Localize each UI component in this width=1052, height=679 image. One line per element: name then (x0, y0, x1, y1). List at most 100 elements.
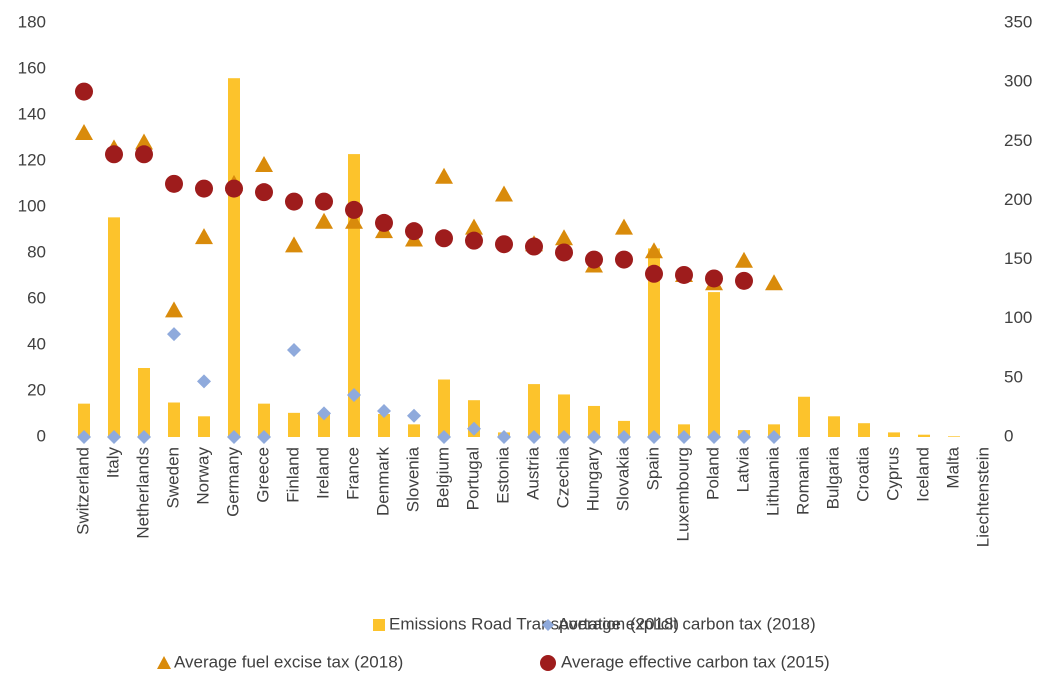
y-tick-label: 20 (27, 380, 46, 399)
x-tick-label: Belgium (433, 447, 452, 508)
y2-tick-label: 0 (1004, 426, 1013, 445)
y2-tick-label: 200 (1004, 190, 1032, 209)
x-tick-label: Finland (283, 447, 302, 503)
bar (228, 78, 240, 437)
legend-label: Emissions Road Transportation (2018) (389, 614, 679, 633)
x-tick-label: Portugal (463, 447, 482, 510)
marker-circle (675, 265, 693, 284)
y2-tick-label: 100 (1004, 308, 1032, 327)
x-tick-label: Ireland (313, 447, 332, 499)
marker-triangle (765, 274, 783, 291)
x-tick-label: Luxembourg (673, 447, 692, 542)
marker-diamond (227, 430, 241, 444)
x-tick-label: Hungary (583, 447, 602, 512)
bar (558, 394, 570, 437)
bar (138, 368, 150, 437)
legend-label: Average fuel excise tax (2018) (174, 652, 403, 671)
bar (258, 403, 270, 437)
bar (858, 423, 870, 437)
marker-diamond (377, 403, 391, 418)
x-tick-label: Iceland (913, 447, 932, 502)
bar (378, 414, 390, 437)
y-tick-label: 100 (18, 196, 46, 215)
bar (78, 403, 90, 437)
marker-diamond (677, 430, 691, 444)
x-tick-label: Norway (193, 447, 212, 505)
marker-circle (495, 235, 513, 254)
marker-circle (135, 145, 153, 164)
marker-triangle (195, 228, 213, 245)
x-tick-label: Netherlands (133, 447, 152, 539)
marker-circle (585, 250, 603, 269)
x-tick-label: Croatia (853, 446, 872, 501)
marker-triangle (735, 251, 753, 268)
bar (108, 217, 120, 437)
x-tick-label: Denmark (373, 447, 392, 516)
marker-diamond (197, 374, 211, 389)
legend-swatch (373, 619, 385, 631)
y2-tick-label: 50 (1004, 367, 1023, 386)
legend-label: Average effective carbon tax (2015) (561, 652, 830, 671)
marker-triangle (135, 133, 153, 150)
bar (408, 424, 420, 437)
x-tick-label: Romania (793, 446, 812, 515)
bar (648, 248, 660, 437)
marker-circle (705, 269, 723, 288)
marker-circle (615, 250, 633, 269)
marker-diamond (137, 430, 151, 444)
marker-circle (525, 237, 543, 256)
marker-circle (465, 231, 483, 250)
marker-triangle (75, 124, 93, 141)
bar (198, 416, 210, 437)
marker-diamond (467, 421, 481, 436)
y-tick-label: 140 (18, 104, 46, 123)
marker-triangle (285, 236, 303, 253)
bar (888, 432, 900, 437)
y-tick-label: 60 (27, 288, 46, 307)
marker-diamond (587, 430, 601, 444)
x-tick-label: Germany (223, 447, 242, 517)
marker-diamond (527, 430, 541, 444)
marker-diamond (767, 430, 781, 444)
legend-swatch (542, 619, 554, 631)
x-tick-label: Slovakia (613, 446, 632, 511)
marker-circle (735, 271, 753, 290)
marker-triangle (315, 212, 333, 229)
legend-label: Average explicit carbon tax (2018) (558, 614, 816, 633)
bar (708, 292, 720, 437)
x-tick-label: Poland (703, 447, 722, 500)
marker-diamond (107, 430, 121, 444)
x-tick-label: Lithuania (763, 446, 782, 516)
marker-diamond (77, 430, 91, 444)
y-tick-label: 120 (18, 150, 46, 169)
x-tick-label: Italy (103, 447, 122, 479)
marker-triangle (435, 167, 453, 184)
x-tick-label: Spain (643, 447, 662, 490)
legend-swatch (540, 655, 556, 671)
marker-circle (225, 179, 243, 198)
y2-tick-label: 350 (1004, 12, 1032, 31)
marker-circle (555, 243, 573, 262)
marker-triangle (645, 242, 663, 259)
x-tick-label: Czechia (553, 446, 572, 508)
bar (438, 379, 450, 437)
x-tick-label: Greece (253, 447, 272, 503)
marker-diamond (167, 327, 181, 342)
bar (828, 416, 840, 437)
marker-circle (105, 145, 123, 164)
marker-circle (255, 183, 273, 202)
x-tick-label: Slovenia (403, 446, 422, 512)
marker-diamond (647, 430, 661, 444)
marker-diamond (287, 343, 301, 358)
marker-circle (315, 192, 333, 211)
marker-circle (645, 264, 663, 283)
marker-triangle (165, 301, 183, 318)
x-tick-label: Malta (943, 446, 962, 488)
marker-circle (165, 174, 183, 193)
x-tick-label: Austria (523, 446, 542, 499)
legend-swatch (157, 656, 171, 669)
marker-circle (435, 229, 453, 248)
bar (318, 414, 330, 437)
marker-circle (285, 192, 303, 211)
